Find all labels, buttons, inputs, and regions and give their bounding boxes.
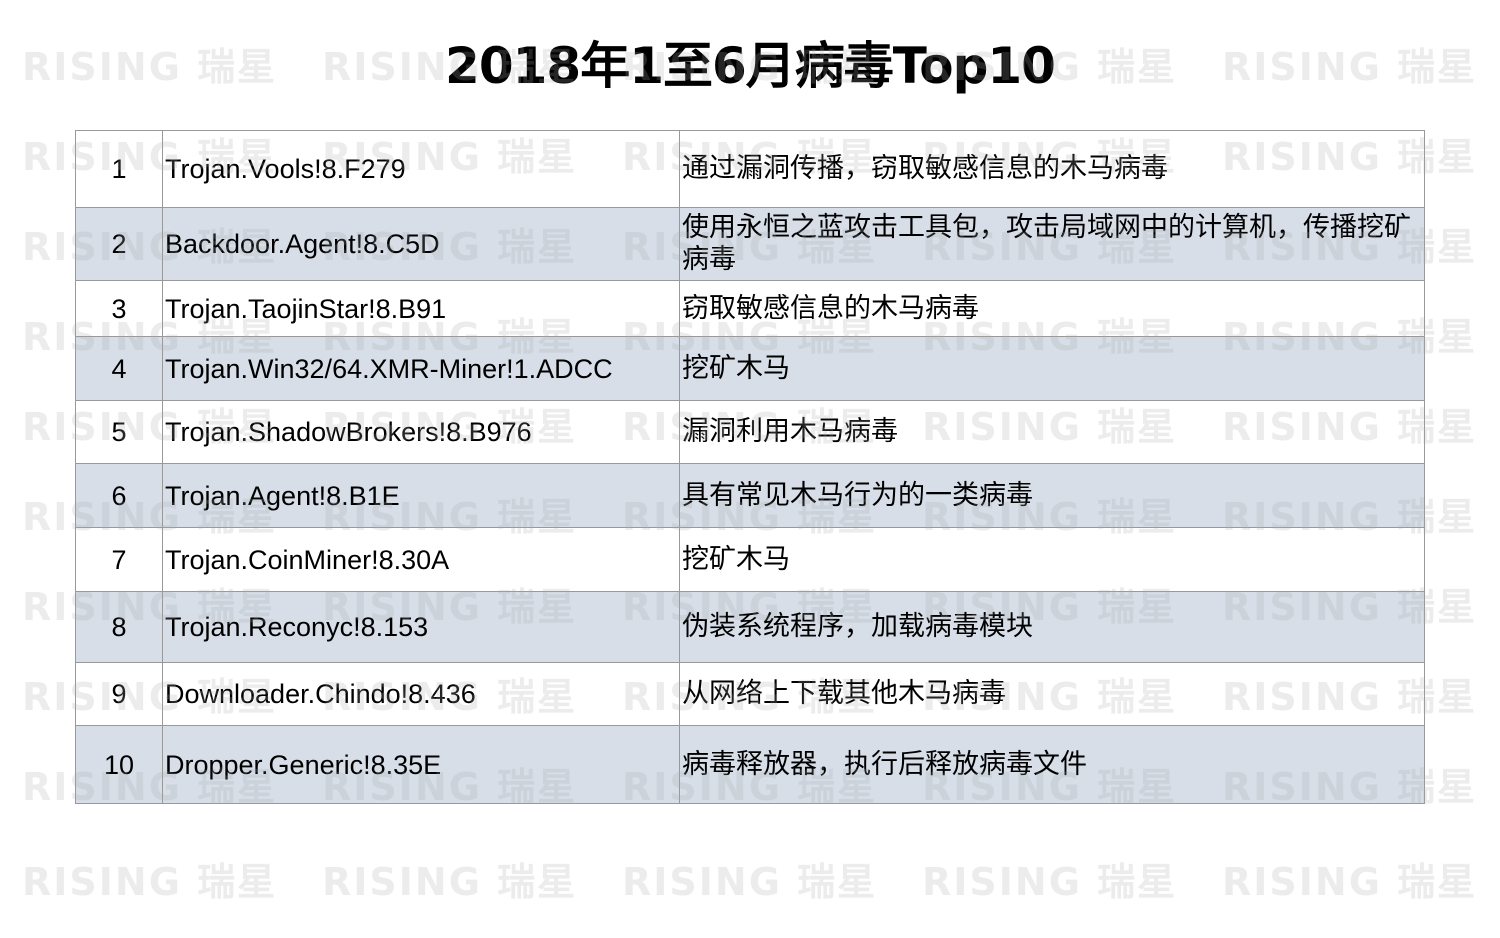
virus-top10-table: 1 Trojan.Vools!8.F279 通过漏洞传播，窃取敏感信息的木马病毒 2 B… [75,130,1425,804]
virus-name-cell: Trojan.CoinMiner!8.30A [162,527,680,592]
rank-cell: 5 [75,400,163,464]
rank-cell: 6 [75,463,163,528]
watermark-text: RISING 瑞星 [322,860,578,904]
description-cell: 窃取敏感信息的木马病毒 [679,280,1425,337]
table-row: 6 Trojan.Agent!8.B1E 具有常见木马行为的一类病毒 [75,463,1425,528]
table-row: 8 Trojan.Reconyc!8.153 伪装系统程序，加载病毒模块 [75,591,1425,663]
description-cell: 使用永恒之蓝攻击工具包，攻击局域网中的计算机，传播挖矿病毒 [679,207,1425,281]
virus-name-cell: Trojan.Reconyc!8.153 [162,591,680,663]
table-row: 9 Downloader.Chindo!8.436 从网络上下载其他木马病毒 [75,662,1425,726]
description-cell: 漏洞利用木马病毒 [679,400,1425,464]
description-cell: 挖矿木马 [679,527,1425,592]
rank-cell: 2 [75,207,163,281]
virus-name-cell: Trojan.ShadowBrokers!8.B976 [162,400,680,464]
table-row: 5 Trojan.ShadowBrokers!8.B976 漏洞利用木马病毒 [75,400,1425,464]
watermark-text: RISING 瑞星 [1222,860,1478,904]
watermark-text: RISING 瑞星 [22,860,278,904]
rank-cell: 3 [75,280,163,337]
description-cell: 具有常见木马行为的一类病毒 [679,463,1425,528]
description-cell: 通过漏洞传播，窃取敏感信息的木马病毒 [679,130,1425,208]
rank-cell: 7 [75,527,163,592]
description-cell: 从网络上下载其他木马病毒 [679,662,1425,726]
rank-cell: 9 [75,662,163,726]
watermark-text: RISING 瑞星 [922,860,1178,904]
rank-cell: 4 [75,336,163,401]
table-row: 1 Trojan.Vools!8.F279 通过漏洞传播，窃取敏感信息的木马病毒 [75,130,1425,208]
table-row: 2 Backdoor.Agent!8.C5D 使用永恒之蓝攻击工具包，攻击局域网中的… [75,207,1425,281]
table-row: 4 Trojan.Win32/64.XMR-Miner!1.ADCC 挖矿木马 [75,336,1425,401]
virus-name-cell: Backdoor.Agent!8.C5D [162,207,680,281]
watermark-text: RISING 瑞星 [622,860,878,904]
virus-name-cell: Dropper.Generic!8.35E [162,725,680,804]
page-title: 2018年1至6月病毒Top10 [445,37,1056,95]
virus-name-cell: Trojan.Agent!8.B1E [162,463,680,528]
rank-cell: 10 [75,725,163,804]
rank-cell: 1 [75,130,163,208]
virus-name-cell: Downloader.Chindo!8.436 [162,662,680,726]
virus-name-cell: Trojan.TaojinStar!8.B91 [162,280,680,337]
description-cell: 病毒释放器，执行后释放病毒文件 [679,725,1425,804]
table-row: 7 Trojan.CoinMiner!8.30A 挖矿木马 [75,527,1425,592]
rank-cell: 8 [75,591,163,663]
table-row: 3 Trojan.TaojinStar!8.B91 窃取敏感信息的木马病毒 [75,280,1425,337]
virus-name-cell: Trojan.Vools!8.F279 [162,130,680,208]
description-cell: 挖矿木马 [679,336,1425,401]
description-cell: 伪装系统程序，加载病毒模块 [679,591,1425,663]
virus-name-cell: Trojan.Win32/64.XMR-Miner!1.ADCC [162,336,680,401]
table-row: 10 Dropper.Generic!8.35E 病毒释放器，执行后释放病毒文件 [75,725,1425,804]
